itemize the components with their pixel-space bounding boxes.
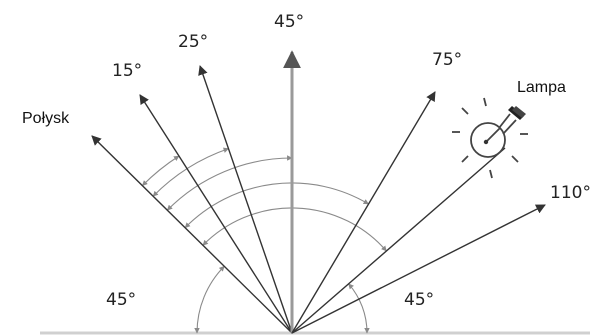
arc-gloss-25 bbox=[152, 147, 230, 197]
ray-gloss bbox=[91, 135, 293, 334]
lamp-label: Lampa bbox=[517, 79, 566, 96]
ray-110 bbox=[291, 204, 546, 334]
arc-left-45 bbox=[194, 265, 225, 334]
rays bbox=[91, 50, 546, 334]
angle-label-45-left: 45° bbox=[106, 290, 136, 310]
arc-gloss-lamp bbox=[202, 207, 387, 252]
ray-75 bbox=[291, 91, 436, 334]
gloss-label: Połysk bbox=[22, 110, 70, 127]
ray-15 bbox=[139, 94, 293, 334]
arc-gloss-45 bbox=[166, 155, 293, 211]
angle-label-15: 15° bbox=[112, 61, 142, 81]
angle-label-25: 25° bbox=[178, 32, 208, 52]
arc-gloss-75 bbox=[184, 182, 369, 229]
angle-label-75: 75° bbox=[432, 50, 462, 70]
arc-right-45 bbox=[348, 283, 370, 334]
ray-25 bbox=[198, 65, 293, 334]
angle-label-45-right: 45° bbox=[404, 290, 434, 310]
angle-label-45-top: 45° bbox=[274, 12, 304, 32]
light-bulb-icon bbox=[452, 97, 528, 179]
arc-gloss-15 bbox=[142, 155, 180, 186]
ray-lamp-incident bbox=[291, 147, 506, 334]
angle-label-110: 110° bbox=[550, 183, 591, 203]
